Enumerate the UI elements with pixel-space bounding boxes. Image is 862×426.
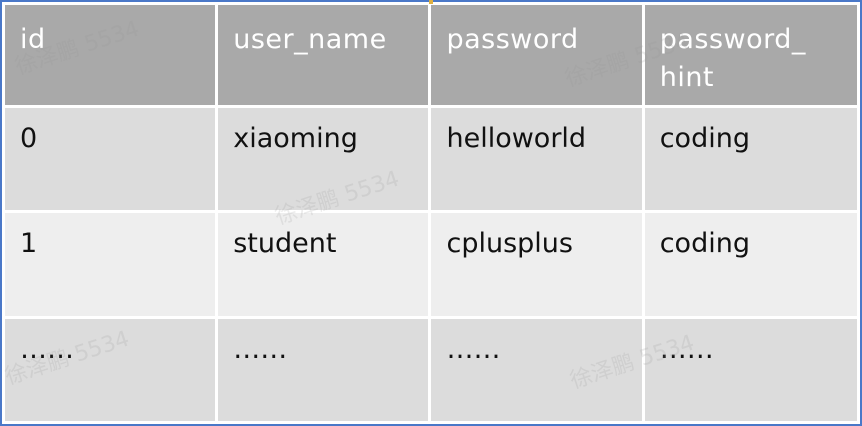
selection-marker bbox=[429, 0, 433, 4]
cell-user-name: …… bbox=[218, 318, 429, 421]
cell-user-name: xiaoming bbox=[218, 108, 429, 211]
cell-id: …… bbox=[5, 318, 216, 421]
header-id: id bbox=[5, 5, 216, 105]
header-password-hint: password_ hint bbox=[644, 5, 857, 105]
cell-password: cplusplus bbox=[431, 213, 642, 316]
cell-password-hint: …… bbox=[644, 318, 857, 421]
header-password: password bbox=[431, 5, 642, 105]
table-row: 0 xiaoming helloworld coding bbox=[5, 108, 857, 211]
cell-user-name: student bbox=[218, 213, 429, 316]
cell-id: 1 bbox=[5, 213, 216, 316]
header-user-name: user_name bbox=[218, 5, 429, 105]
cell-password: helloworld bbox=[431, 108, 642, 211]
cell-password-hint: coding bbox=[644, 213, 857, 316]
table-row: 1 student cplusplus coding bbox=[5, 213, 857, 316]
cell-password-hint: coding bbox=[644, 108, 857, 211]
cell-password: …… bbox=[431, 318, 642, 421]
table-row: …… …… …… …… bbox=[5, 318, 857, 421]
cell-id: 0 bbox=[5, 108, 216, 211]
header-row: id user_name password password_ hint bbox=[5, 5, 857, 105]
header-password-hint-text: password_ hint bbox=[659, 24, 806, 93]
